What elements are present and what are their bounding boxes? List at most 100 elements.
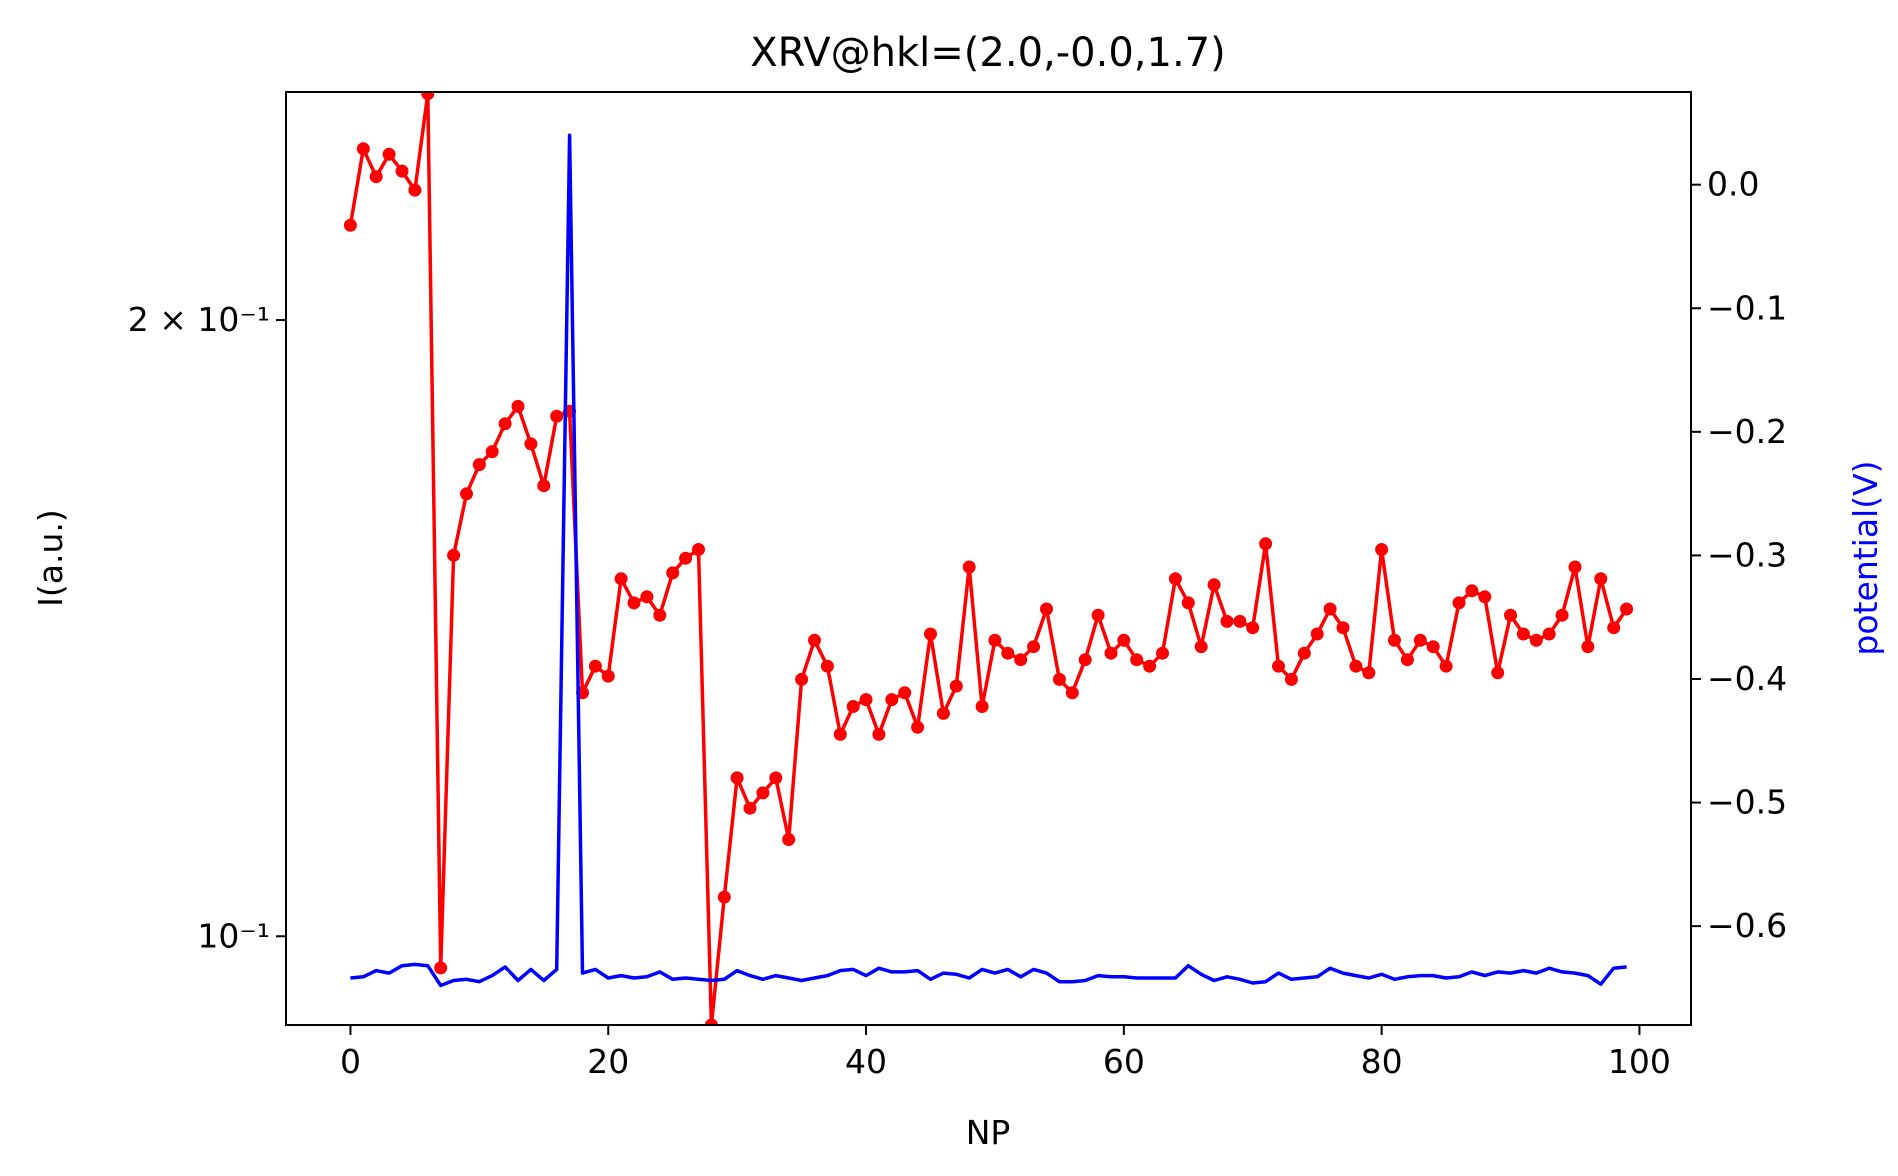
intensity-data-point bbox=[1181, 596, 1195, 610]
intensity-data-point bbox=[434, 961, 448, 975]
right-y-tick-label: −0.6 bbox=[1707, 906, 1787, 945]
intensity-data-point bbox=[511, 399, 525, 413]
intensity-data-point bbox=[1065, 686, 1079, 700]
intensity-data-point bbox=[1620, 602, 1634, 616]
intensity-data-point bbox=[846, 700, 860, 713]
right-y-tick-label: −0.4 bbox=[1707, 659, 1787, 698]
intensity-data-point bbox=[1375, 543, 1389, 556]
intensity-data-point bbox=[1014, 653, 1028, 667]
intensity-data-point bbox=[1568, 560, 1582, 574]
intensity-data-point bbox=[1272, 659, 1285, 673]
intensity-data-point bbox=[898, 686, 912, 700]
chart-title: XRV@hkl=(2.0,-0.0,1.7) bbox=[750, 30, 1225, 76]
intensity-data-point bbox=[1400, 653, 1414, 667]
intensity-data-point bbox=[1542, 627, 1556, 641]
intensity-data-point bbox=[421, 92, 435, 101]
intensity-data-point bbox=[885, 693, 899, 707]
intensity-data-point bbox=[833, 727, 847, 741]
intensity-data-point bbox=[795, 672, 809, 686]
intensity-data-point bbox=[704, 1018, 718, 1025]
intensity-data-point bbox=[1310, 627, 1324, 641]
intensity-data-point bbox=[343, 218, 357, 232]
intensity-data-point bbox=[382, 147, 396, 161]
right-y-axis-label: potential(V) bbox=[1846, 460, 1885, 655]
intensity-data-point bbox=[1594, 572, 1608, 586]
intensity-data-point bbox=[1233, 614, 1247, 628]
intensity-data-point bbox=[1104, 646, 1118, 660]
intensity-data-point bbox=[1413, 633, 1427, 647]
intensity-data-point bbox=[730, 771, 744, 785]
intensity-data-point bbox=[460, 487, 473, 501]
intensity-data-point bbox=[1078, 653, 1092, 667]
intensity-data-point bbox=[498, 417, 512, 431]
intensity-data-point bbox=[614, 572, 628, 586]
intensity-data-point bbox=[1091, 608, 1105, 622]
intensity-data-point bbox=[1194, 640, 1208, 654]
x-tick-label: 0 bbox=[340, 1042, 361, 1081]
intensity-data-point bbox=[1117, 633, 1131, 647]
intensity-data-point bbox=[408, 183, 422, 197]
intensity-data-point bbox=[395, 164, 409, 178]
right-y-tick-label: 0.0 bbox=[1707, 165, 1759, 204]
right-y-tick-label: −0.1 bbox=[1707, 288, 1787, 327]
intensity-data-point bbox=[936, 706, 950, 720]
intensity-data-point bbox=[1439, 659, 1453, 673]
intensity-data-point bbox=[588, 659, 602, 673]
intensity-data-point bbox=[1130, 653, 1144, 667]
potential-series-line bbox=[350, 133, 1627, 988]
intensity-data-point bbox=[524, 437, 538, 451]
intensity-data-point bbox=[1336, 621, 1350, 635]
intensity-data-point bbox=[1491, 666, 1505, 680]
x-tick-label: 60 bbox=[1103, 1042, 1145, 1081]
intensity-data-point bbox=[782, 833, 796, 846]
intensity-data-point bbox=[924, 627, 937, 641]
intensity-data-point bbox=[1478, 590, 1492, 604]
intensity-data-point bbox=[1297, 646, 1311, 660]
intensity-data-point bbox=[1168, 572, 1182, 586]
intensity-data-point bbox=[820, 659, 834, 673]
intensity-data-point bbox=[537, 479, 551, 493]
intensity-data-point bbox=[911, 720, 925, 734]
intensity-data-point bbox=[1040, 602, 1053, 616]
intensity-data-point bbox=[601, 669, 615, 683]
intensity-data-point bbox=[1581, 640, 1595, 654]
right-y-tick-label: −0.3 bbox=[1707, 535, 1787, 574]
intensity-data-point bbox=[369, 170, 383, 184]
intensity-data-point bbox=[472, 458, 486, 472]
intensity-data-point bbox=[485, 445, 499, 459]
intensity-data-point bbox=[1465, 584, 1479, 598]
axes: 0 20 40 60 80 100 2 × 10⁻¹ 10⁻¹ 0.0 −0.1 −0.2 −0.3 −… bbox=[128, 165, 1787, 1081]
intensity-data-point bbox=[1052, 672, 1066, 686]
intensity-data-point bbox=[1246, 621, 1260, 635]
intensity-data-point bbox=[1452, 596, 1466, 610]
intensity-data-point bbox=[975, 700, 989, 713]
intensity-data-point bbox=[859, 693, 873, 707]
left-y-axis-label: I(a.u.) bbox=[31, 509, 70, 607]
right-y-tick-label: −0.5 bbox=[1707, 783, 1787, 822]
intensity-data-point bbox=[743, 801, 757, 815]
intensity-data-point bbox=[769, 771, 783, 785]
intensity-data-point bbox=[756, 786, 770, 800]
intensity-data-point bbox=[949, 679, 963, 693]
x-axis-label: NP bbox=[966, 1113, 1011, 1152]
left-y-tick-label: 10⁻¹ bbox=[197, 916, 270, 955]
plot-area bbox=[343, 92, 1634, 1025]
intensity-data-point bbox=[962, 560, 976, 574]
right-y-tick-label: −0.2 bbox=[1707, 412, 1787, 451]
x-tick-label: 20 bbox=[587, 1042, 629, 1081]
intensity-data-point bbox=[550, 409, 564, 423]
intensity-data-point bbox=[1555, 608, 1569, 622]
intensity-data-point bbox=[1220, 614, 1234, 628]
intensity-data-point bbox=[1207, 578, 1221, 592]
intensity-data-point bbox=[666, 566, 680, 580]
intensity-data-point bbox=[1529, 633, 1543, 647]
intensity-data-point bbox=[640, 590, 654, 604]
left-y-tick-label: 2 × 10⁻¹ bbox=[128, 300, 270, 339]
intensity-data-point bbox=[356, 142, 370, 156]
intensity-data-point bbox=[1426, 640, 1440, 654]
intensity-data-point bbox=[627, 596, 641, 610]
intensity-data-point bbox=[1156, 646, 1169, 660]
intensity-data-point bbox=[1362, 666, 1376, 680]
